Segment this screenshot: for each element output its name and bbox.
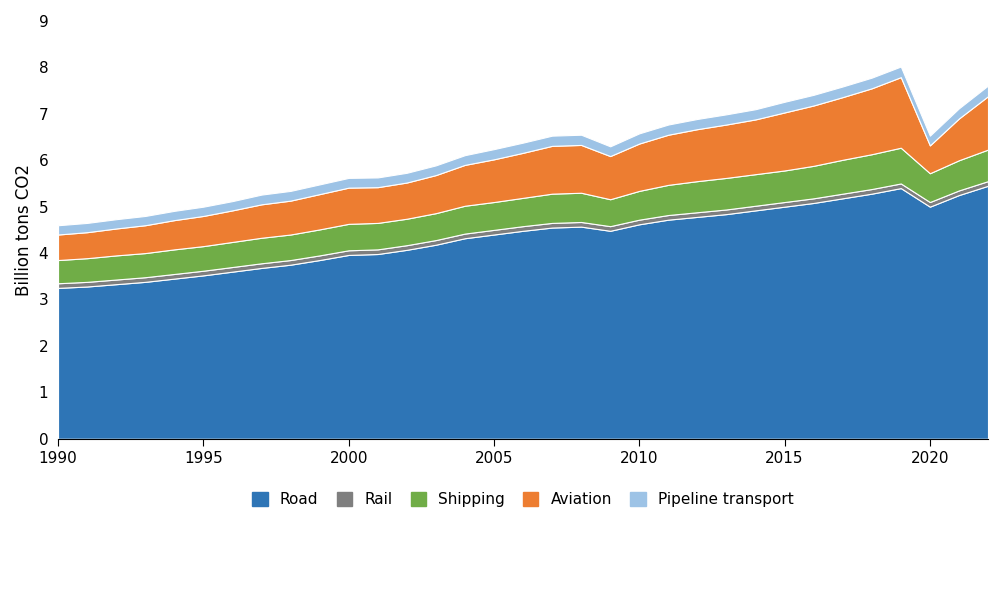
Y-axis label: Billion tons CO2: Billion tons CO2 [15,164,33,296]
Legend: Road, Rail, Shipping, Aviation, Pipeline transport: Road, Rail, Shipping, Aviation, Pipeline… [244,484,801,515]
